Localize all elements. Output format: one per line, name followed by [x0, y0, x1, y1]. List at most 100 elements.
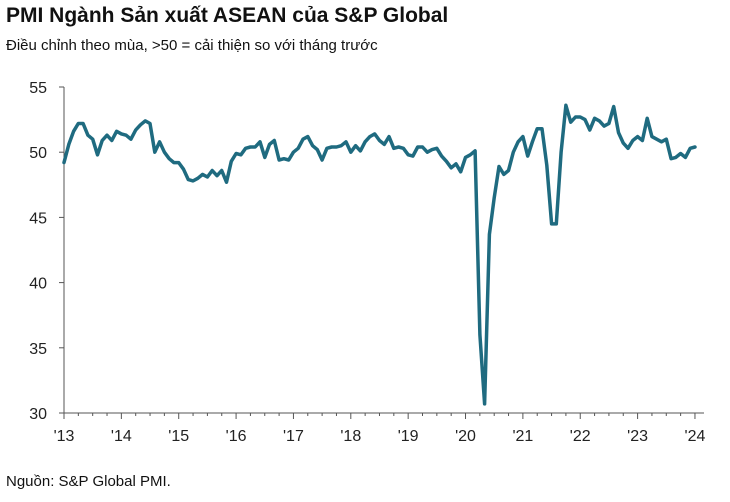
data-point	[541, 128, 543, 130]
y-tick-label: 30	[29, 406, 47, 423]
plot-area	[62, 103, 697, 406]
data-point	[479, 334, 481, 336]
data-point	[364, 141, 366, 143]
data-point	[665, 138, 667, 140]
data-point	[63, 162, 65, 164]
data-point	[441, 155, 443, 157]
chart-title: PMI Ngành Sản xuất ASEAN của S&P Global	[6, 4, 449, 27]
data-point	[551, 223, 553, 225]
data-point	[331, 146, 333, 148]
data-point	[426, 151, 428, 153]
data-point	[378, 139, 381, 142]
data-point	[268, 143, 271, 145]
data-point	[292, 151, 294, 153]
data-point	[498, 165, 500, 168]
data-point	[632, 139, 634, 142]
data-point	[594, 117, 596, 119]
data-point	[230, 160, 232, 162]
x-tick-label: '20	[455, 428, 476, 445]
data-point	[646, 117, 648, 119]
data-point	[512, 151, 514, 153]
data-point	[608, 122, 610, 125]
data-point	[259, 141, 261, 143]
data-point	[82, 122, 84, 125]
data-point	[106, 134, 108, 136]
data-point	[225, 181, 228, 183]
data-point	[92, 138, 94, 140]
data-point	[680, 152, 682, 155]
data-point	[660, 141, 663, 143]
data-point	[436, 147, 438, 149]
data-point	[321, 159, 323, 161]
data-point	[120, 133, 122, 135]
data-point	[488, 233, 490, 235]
y-tick-label: 50	[29, 145, 47, 162]
data-point	[374, 133, 376, 135]
data-point	[517, 141, 519, 143]
data-point	[135, 129, 137, 131]
data-point	[240, 154, 242, 156]
data-point	[637, 136, 639, 138]
data-point	[316, 149, 318, 151]
x-tick-label: '18	[340, 428, 361, 445]
data-point	[144, 120, 146, 122]
data-point	[302, 138, 304, 140]
data-point	[455, 163, 457, 165]
data-point	[96, 154, 99, 156]
data-point	[159, 141, 161, 143]
data-point	[168, 158, 170, 160]
data-point	[531, 141, 534, 143]
data-point	[503, 173, 505, 175]
data-point	[584, 119, 586, 121]
data-point	[125, 134, 127, 136]
data-point	[187, 179, 189, 181]
data-point	[684, 156, 687, 158]
data-point	[130, 138, 132, 140]
data-point	[574, 116, 577, 118]
data-point	[340, 145, 342, 147]
data-point	[216, 175, 218, 177]
data-point	[369, 136, 371, 138]
data-point	[273, 139, 275, 142]
data-point	[603, 125, 605, 127]
data-point	[87, 134, 89, 136]
x-tick-label: '13	[54, 428, 75, 445]
data-point	[445, 160, 447, 162]
data-point	[101, 139, 103, 142]
data-point	[206, 176, 208, 178]
data-point	[493, 197, 495, 199]
data-point	[235, 152, 237, 155]
data-point	[617, 132, 620, 134]
data-point	[182, 168, 185, 170]
x-axis: '13 '14 '15 '16 '17 '18 '19 '20 '21 '22 '23 '24	[54, 412, 705, 445]
data-point	[555, 223, 557, 225]
data-point	[221, 169, 223, 172]
data-point	[163, 151, 165, 153]
data-point	[326, 147, 328, 149]
data-point	[350, 151, 352, 153]
data-point	[211, 169, 213, 172]
data-point	[694, 146, 696, 148]
data-point	[522, 136, 524, 138]
x-tick-label: '17	[283, 428, 304, 445]
y-tick-label: 35	[29, 341, 47, 358]
data-point	[421, 146, 424, 148]
data-point	[388, 136, 390, 138]
data-point	[431, 149, 433, 151]
data-point	[641, 139, 644, 142]
data-point	[589, 129, 591, 131]
y-tick-label: 55	[29, 80, 47, 97]
data-point	[469, 154, 471, 156]
data-point	[278, 159, 280, 161]
data-point	[197, 177, 199, 179]
chart-subtitle: Điều chỉnh theo mùa, >50 = cải thiện so …	[6, 37, 378, 54]
x-tick-label: '21	[512, 428, 533, 445]
data-point	[675, 156, 677, 158]
data-point	[536, 128, 538, 130]
data-point	[689, 147, 691, 149]
data-point	[192, 180, 194, 182]
data-point	[283, 158, 285, 160]
data-point	[312, 145, 314, 147]
data-point	[656, 138, 658, 140]
data-point	[464, 156, 467, 158]
